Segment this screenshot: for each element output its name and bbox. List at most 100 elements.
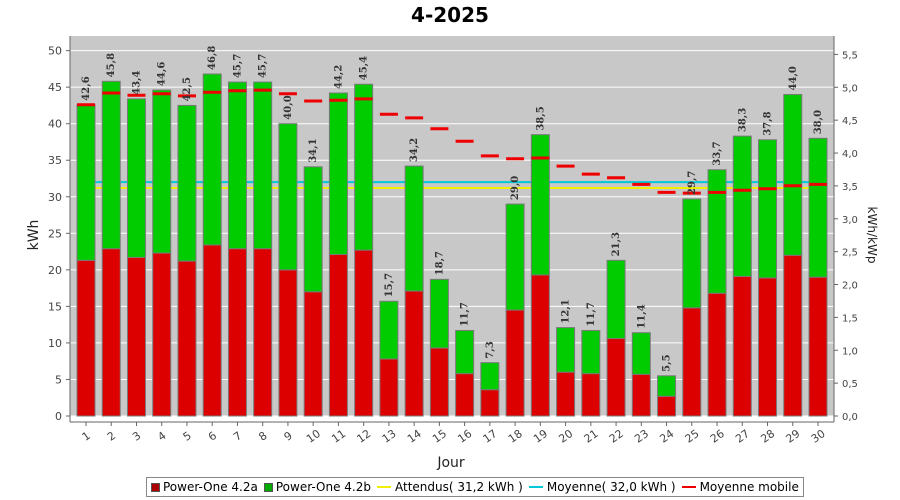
y2-tick-label: 4,0 [842,149,858,160]
bar-power-one-4-2b [783,93,803,256]
y2-tick-label: 5,5 [842,50,858,61]
x-tick-label: 21 [582,427,601,446]
bar-power-one-4-2a [480,389,500,417]
bar-power-one-4-2a [455,373,475,417]
bar-value-label: 42,6 [81,76,92,100]
bar-value-label: 34,2 [409,138,420,162]
bar-power-one-4-2b [328,92,348,255]
x-tick-label: 16 [455,427,474,446]
y-tick-label: 25 [48,227,62,240]
bar-value-label: 45,4 [359,56,370,80]
legend-item: Power-One 4.2a [151,480,258,494]
bar-value-label: 11,7 [460,302,471,326]
bar-value-label: 5,5 [662,354,673,371]
bar-value-label: 37,8 [763,111,774,135]
bar-value-label: 42,5 [182,77,193,101]
bar-power-one-4-2b [455,330,475,375]
bar-power-one-4-2a [177,260,197,417]
bar-power-one-4-2a [202,244,222,417]
x-tick-label: 30 [809,427,828,446]
y2-tick-label: 2,0 [842,281,858,292]
legend-swatch [263,482,273,492]
bar-power-one-4-2b [76,104,96,261]
bar-power-one-4-2b [152,89,172,254]
y2-tick-label: 0,5 [842,379,858,390]
bar-power-one-4-2a [682,307,702,417]
x-tick-label: 4 [155,429,168,444]
y-tick-label: 40 [48,118,62,131]
y2-axis-title: kWh/kWp [865,207,879,264]
bar-power-one-4-2b [126,98,146,258]
bar-power-one-4-2b [530,134,550,276]
bar-value-label: 11,7 [586,302,597,326]
bar-power-one-4-2a [657,395,677,417]
bar-value-label: 29,7 [687,171,698,195]
bar-power-one-4-2b [505,203,525,311]
bar-value-label: 21,3 [611,232,622,256]
bar-power-one-4-2a [505,309,525,417]
y-tick-label: 30 [48,191,62,204]
y-tick-label: 5 [55,373,62,386]
y-tick-label: 20 [48,264,62,277]
x-axis-title: Jour [436,455,465,471]
y-tick-label: 0 [55,410,62,423]
y2-tick-label: 3,5 [842,182,858,193]
bar-value-label: 44,6 [157,62,168,86]
legend-swatch [151,482,160,492]
bar-value-label: 18,7 [434,251,445,275]
plot-area [70,36,834,416]
legend-line-swatch [377,486,392,488]
y2-tick-label: 2,5 [842,248,858,259]
x-tick-label: 2 [105,429,118,444]
legend-line-swatch [681,486,696,488]
bar-power-one-4-2b [227,81,247,250]
x-tick-label: 9 [282,429,295,444]
y-axis-title: kWh [26,220,42,251]
x-tick-label: 15 [430,427,449,446]
legend-item: Attendus( 31,2 kWh ) [377,480,523,494]
x-tick-label: 20 [556,427,575,446]
x-tick-label: 5 [181,429,194,444]
bar-power-one-4-2a [404,290,424,417]
bar-power-one-4-2b [732,135,752,277]
bar-power-one-4-2a [76,259,96,417]
bar-power-one-4-2b [404,165,424,292]
y2-tick-label: 0,0 [842,412,858,423]
bar-value-label: 44,0 [788,66,799,90]
y2-tick-label: 3,0 [842,215,858,226]
bar-power-one-4-2b [556,327,576,373]
x-tick-label: 23 [632,427,651,446]
x-tick-label: 24 [657,427,676,446]
x-tick-label: 12 [354,427,373,446]
bar-power-one-4-2a [253,248,273,417]
bar-power-one-4-2b [429,278,449,349]
y2-tick-label: 5,0 [842,83,858,94]
y-tick-label: 15 [48,300,62,313]
bar-power-one-4-2b [177,104,197,262]
bar-power-one-4-2a [278,269,298,417]
bar-value-label: 33,7 [712,141,723,165]
chart-title: 4-2025 [411,3,489,27]
x-tick-label: 1 [80,429,93,444]
bar-power-one-4-2a [783,254,803,417]
y2-tick-label: 1,0 [842,346,858,357]
x-tick-label: 26 [708,427,727,446]
bar-power-one-4-2a [631,373,651,417]
bar-power-one-4-2b [354,83,374,251]
bar-power-one-4-2b [303,166,323,293]
y-tick-label: 45 [48,81,62,94]
bar-power-one-4-2a [707,292,727,417]
bar-power-one-4-2a [732,275,752,417]
x-tick-label: 17 [481,427,500,446]
x-tick-label: 11 [329,427,348,446]
bar-power-one-4-2b [101,80,121,250]
x-tick-label: 25 [683,427,702,446]
x-tick-label: 29 [784,427,803,446]
bar-power-one-4-2a [530,274,550,417]
legend-item: Moyenne mobile [681,480,799,494]
x-tick-label: 19 [531,427,550,446]
y-tick-label: 10 [48,337,62,350]
x-tick-label: 6 [206,429,219,444]
bar-value-label: 15,7 [384,273,395,297]
bar-power-one-4-2a [101,248,121,417]
